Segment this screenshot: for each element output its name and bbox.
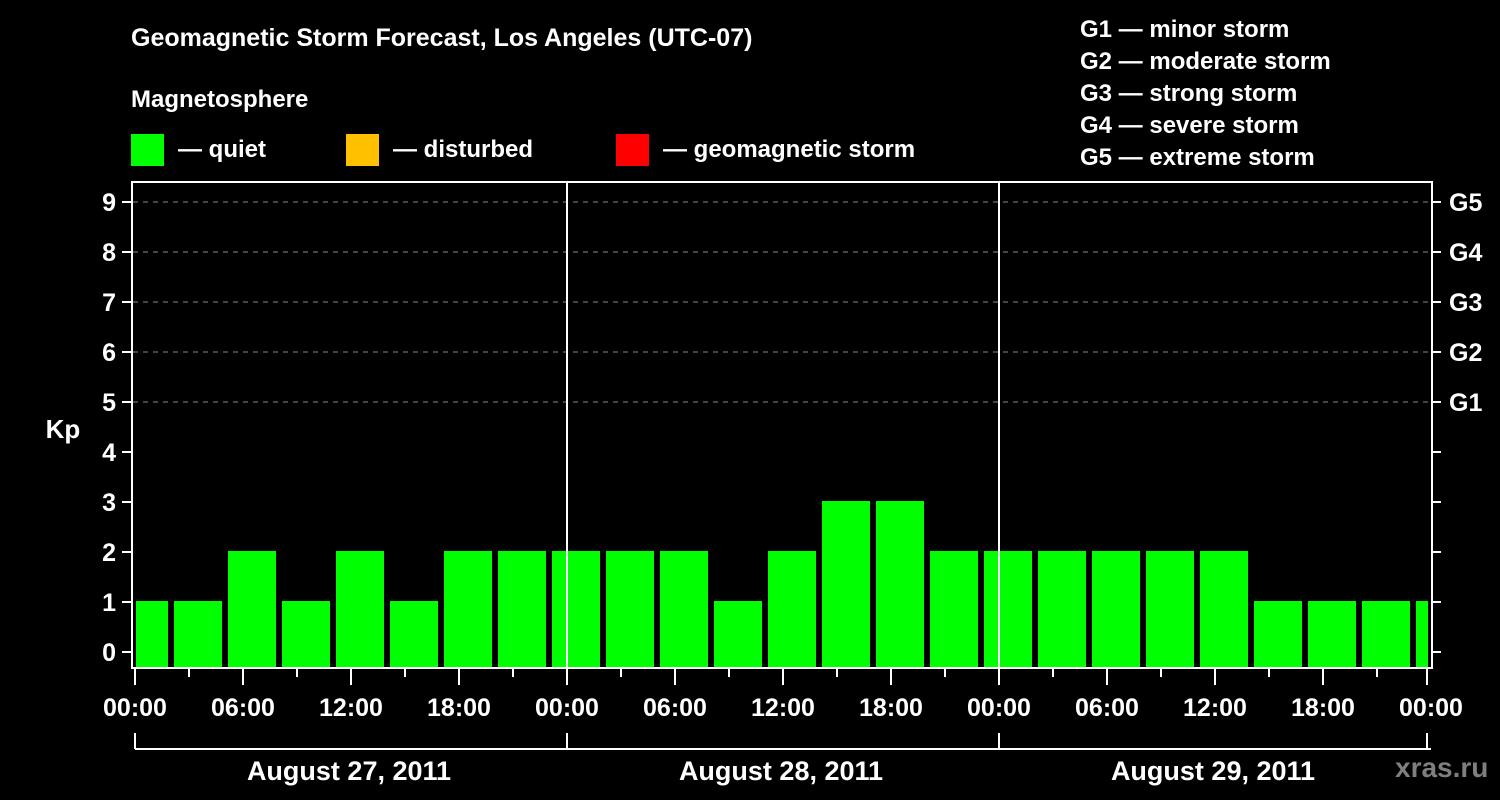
x-tick-label: 18:00 — [427, 694, 491, 722]
watermark: xras.ru — [1395, 752, 1489, 783]
storm-swatch — [616, 134, 649, 166]
kp-bar — [136, 601, 168, 667]
legend-storm: — geomagnetic storm — [616, 134, 915, 166]
date-label: August 28, 2011 — [679, 756, 883, 786]
kp-bar — [1362, 601, 1410, 667]
y-tick-label: 2 — [102, 539, 116, 567]
kp-bar — [930, 551, 978, 667]
g-level-label: G1 — [1449, 389, 1482, 417]
g5-legend: G5 — extreme storm — [1080, 144, 1315, 171]
g3-legend: G3 — strong storm — [1080, 80, 1298, 107]
axes — [122, 181, 1441, 750]
g2-legend: G2 — moderate storm — [1080, 48, 1331, 75]
legend-quiet: — quiet — [131, 134, 266, 166]
x-tick-label: 06:00 — [643, 694, 707, 722]
kp-bar — [336, 551, 384, 667]
kp-bar — [1200, 551, 1248, 667]
y-tick-label: 6 — [102, 339, 116, 367]
kp-bar — [822, 501, 870, 667]
quiet-swatch — [131, 134, 164, 166]
g1-legend: G1 — minor storm — [1080, 16, 1290, 43]
kp-bar — [876, 501, 924, 667]
kp-bar — [1254, 601, 1302, 667]
kp-bar — [552, 551, 600, 667]
kp-bar — [768, 551, 816, 667]
y-axis-label: Kp — [46, 414, 81, 444]
kp-bar — [498, 551, 546, 667]
kp-bar — [228, 551, 276, 667]
y-tick-label: 7 — [102, 289, 116, 317]
kp-bar — [984, 551, 1032, 667]
disturbed-swatch — [346, 134, 379, 166]
kp-bar — [390, 601, 438, 667]
g-level-label: G4 — [1449, 239, 1482, 267]
date-label: August 29, 2011 — [1111, 756, 1315, 786]
legend-storm-label: — geomagnetic storm — [663, 136, 916, 163]
chart-title: Geomagnetic Storm Forecast, Los Angeles … — [131, 24, 753, 52]
g4-legend: G4 — severe storm — [1080, 112, 1299, 139]
gridlines — [133, 201, 1431, 403]
kp-bar — [606, 551, 654, 667]
x-tick-label: 12:00 — [1183, 694, 1247, 722]
x-tick-label: 12:00 — [751, 694, 815, 722]
y-tick-label: 0 — [102, 639, 116, 667]
kp-bar — [1146, 551, 1194, 667]
x-tick-label: 00:00 — [535, 694, 599, 722]
y-tick-label: 9 — [102, 189, 116, 217]
date-label: August 27, 2011 — [247, 756, 451, 786]
legend-heading: Magnetosphere — [131, 86, 309, 113]
x-tick-label: 06:00 — [211, 694, 275, 722]
kp-bar — [1038, 551, 1086, 667]
y-tick-label: 5 — [102, 389, 116, 417]
kp-bar — [660, 551, 708, 667]
kp-bar — [444, 551, 492, 667]
kp-bars — [136, 501, 1428, 667]
legend-disturbed-label: — disturbed — [393, 136, 534, 163]
y-tick-label: 3 — [102, 489, 116, 517]
kp-bar — [174, 601, 222, 667]
y-tick-label: 4 — [102, 439, 116, 467]
g-scale-legend: G1 — minor storm G2 — moderate storm G3 … — [1080, 14, 1331, 174]
legend-disturbed: — disturbed — [346, 134, 533, 166]
legend-quiet-label: — quiet — [178, 136, 266, 163]
x-tick-label: 18:00 — [859, 694, 923, 722]
g-level-label: G2 — [1449, 339, 1482, 367]
kp-bar — [1308, 601, 1356, 667]
g-level-label: G3 — [1449, 289, 1482, 317]
x-tick-label: 00:00 — [967, 694, 1031, 722]
x-tick-label: 00:00 — [103, 694, 167, 722]
x-tick-label: 18:00 — [1291, 694, 1355, 722]
y-tick-label: 1 — [102, 589, 116, 617]
x-tick-label: 00:00 — [1399, 694, 1463, 722]
x-tick-label: 06:00 — [1075, 694, 1139, 722]
y-tick-label: 8 — [102, 239, 116, 267]
x-tick-label: 12:00 — [319, 694, 383, 722]
g-level-label: G5 — [1449, 189, 1482, 217]
kp-bar — [282, 601, 330, 667]
kp-bar — [714, 601, 762, 667]
plot-frame — [131, 181, 1433, 669]
kp-bar — [1092, 551, 1140, 667]
kp-bar — [1416, 601, 1428, 667]
axis-labels: 0 1 2 3 4 5 6 7 8 9 Kp G1 G2 G3 G4 G5 00:00 06:00 12:00 18:… — [46, 189, 1483, 786]
